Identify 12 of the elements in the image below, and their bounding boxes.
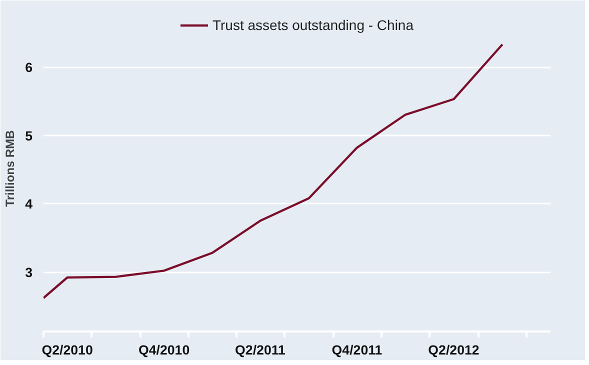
- y-tick-label: 4: [25, 196, 34, 212]
- line-series: [44, 43, 504, 300]
- legend-label: Trust assets outstanding - China: [212, 17, 414, 33]
- y-axis-title: Trillions RMB: [3, 130, 18, 207]
- y-tick-label: 5: [25, 128, 34, 144]
- x-tick-label: Q2/2012: [428, 342, 480, 358]
- x-tick-label: Q4/2010: [138, 342, 190, 358]
- y-tick-label: 6: [25, 60, 33, 76]
- y-tick-label: 3: [25, 265, 33, 280]
- x-tick-label: Q2/2011: [235, 342, 286, 358]
- x-tick-label: Q2/2010: [42, 342, 93, 358]
- x-tick-label: Q4/2011: [332, 342, 383, 358]
